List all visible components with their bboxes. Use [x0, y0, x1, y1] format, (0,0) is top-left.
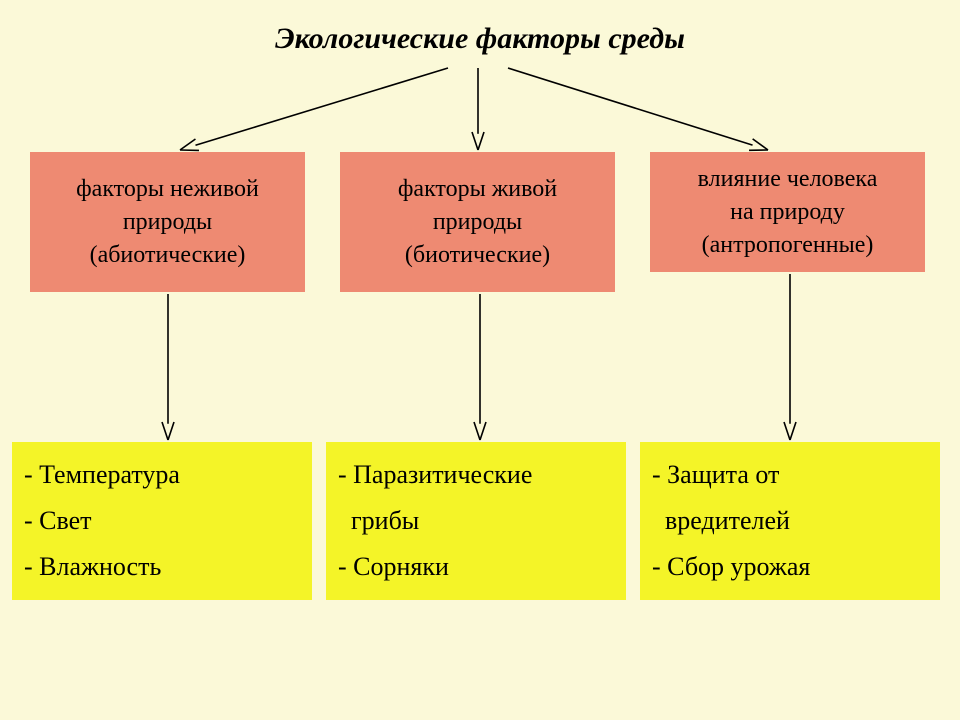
arrow: [472, 68, 484, 150]
category-box-abiotic: факторы неживой природы (абиотические): [30, 152, 305, 292]
example-item: грибы: [338, 498, 614, 544]
example-item: - Паразитические: [338, 452, 614, 498]
category-label: факторы живой природы (биотические): [398, 173, 557, 272]
category-label: факторы неживой природы (абиотические): [76, 173, 259, 272]
example-item: - Температура: [24, 452, 300, 498]
arrow: [180, 68, 448, 150]
examples-box-biotic: - Паразитические грибы- Сорняки: [326, 442, 626, 600]
example-item: - Влажность: [24, 544, 300, 590]
example-item: - Сорняки: [338, 544, 614, 590]
diagram-canvas: Экологические факторы среды факторы нежив…: [0, 0, 960, 720]
category-label: влияние человека на природу (антропогенн…: [698, 163, 878, 262]
example-item: вредителей: [652, 498, 928, 544]
category-box-biotic: факторы живой природы (биотические): [340, 152, 615, 292]
example-item: - Свет: [24, 498, 300, 544]
arrow: [162, 294, 174, 440]
examples-box-abiotic: - Температура- Свет- Влажность: [12, 442, 312, 600]
diagram-title: Экологические факторы среды: [210, 22, 750, 62]
example-item: - Защита от: [652, 452, 928, 498]
arrow: [508, 68, 768, 150]
arrow: [784, 274, 796, 440]
example-item: - Сбор урожая: [652, 544, 928, 590]
examples-box-anthropogenic: - Защита от вредителей- Сбор урожая: [640, 442, 940, 600]
arrow-layer: [0, 0, 960, 720]
category-box-anthropogenic: влияние человека на природу (антропогенн…: [650, 152, 925, 272]
arrow: [474, 294, 486, 440]
